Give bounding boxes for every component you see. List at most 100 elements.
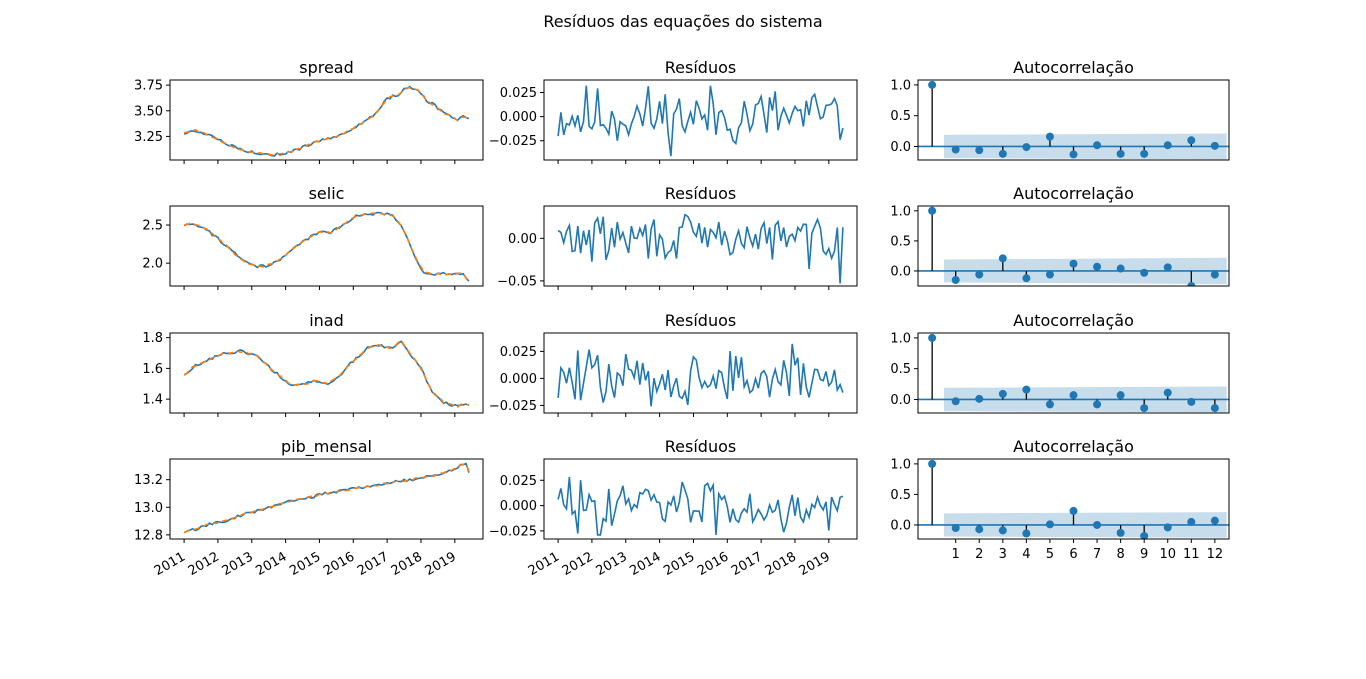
acf-marker-5 [1045, 400, 1054, 409]
plot-area [183, 462, 470, 534]
x-tick-label: 2 [975, 547, 983, 562]
axes-frame [543, 205, 858, 287]
fitted-line [183, 86, 470, 156]
panel-title: Autocorrelação [1013, 311, 1134, 330]
x-tick-label: 2017 [355, 549, 391, 579]
x-tick-label: 3 [999, 547, 1007, 562]
acf-marker-9 [1140, 404, 1149, 413]
y-tick-label: 1.0 [890, 204, 911, 219]
axes-frame [169, 79, 484, 161]
acf-marker-11 [1187, 136, 1196, 145]
y-tick-label: 3.25 [134, 130, 163, 145]
y-tick-label: 1.4 [142, 393, 163, 408]
acf-marker-10 [1163, 523, 1172, 532]
axes-frame [917, 332, 1230, 414]
acf-marker-3 [998, 389, 1007, 398]
acf-marker-8 [1116, 391, 1125, 400]
plot-area [557, 476, 844, 536]
axes-frame [543, 79, 858, 161]
acf-marker-5 [1045, 132, 1054, 141]
panel-1-3: Autocorrelação 0.0 0.5 1.0 [890, 58, 1230, 161]
acf-marker-4 [1022, 143, 1031, 152]
y-tick-label: 13.0 [134, 501, 163, 516]
acf-marker-1 [951, 397, 960, 406]
x-tick-label: 5 [1046, 547, 1054, 562]
acf-marker-1 [951, 524, 960, 533]
x-tick-label: 2018 [763, 549, 799, 579]
acf-marker-11 [1187, 282, 1196, 286]
acf-marker-8 [1116, 528, 1125, 537]
acf-marker-5 [1045, 520, 1054, 529]
y-tick-label: 0.0 [890, 264, 911, 279]
y-tick-label: 13.2 [134, 473, 163, 488]
x-tick-label: 2019 [797, 549, 833, 579]
acf-marker-0 [928, 80, 937, 89]
x-tick-label: 2015 [287, 549, 323, 579]
panel-3-3: Autocorrelação 0.0 0.5 1.0 [890, 311, 1230, 414]
acf-marker-5 [1045, 270, 1054, 279]
x-tick-label: 10 [1159, 547, 1176, 562]
acf-marker-9 [1140, 531, 1149, 539]
acf-marker-1 [951, 275, 960, 284]
x-tick-label: 2014 [627, 549, 663, 579]
y-tick-label: 2.0 [142, 257, 163, 272]
acf-marker-7 [1093, 262, 1102, 271]
acf-marker-6 [1069, 391, 1078, 400]
y-tick-label: −0.05 [497, 274, 537, 289]
acf-marker-2 [975, 525, 984, 534]
x-tick-label: 7 [1093, 547, 1101, 562]
x-tick-label: 2011 [152, 549, 188, 579]
fitted-line [183, 463, 470, 534]
acf-marker-9 [1140, 268, 1149, 277]
panel-title: pib_mensal [281, 437, 372, 457]
panel-title: Resíduos [665, 311, 736, 330]
x-tick-label: 2019 [423, 549, 459, 579]
fitted-line [183, 212, 470, 284]
axes-frame [917, 205, 1230, 287]
acf-marker-4 [1022, 529, 1031, 538]
acf-marker-11 [1187, 517, 1196, 526]
y-tick-label: 0.025 [500, 474, 537, 489]
y-tick-label: 0.025 [500, 345, 537, 360]
acf-marker-6 [1069, 150, 1078, 159]
y-tick-label: 0.000 [500, 499, 537, 514]
y-tick-label: 0.5 [890, 234, 911, 249]
residual-line [557, 85, 844, 157]
acf-marker-6 [1069, 259, 1078, 268]
panel-title: inad [309, 311, 344, 330]
acf-marker-9 [1140, 149, 1149, 158]
y-tick-label: 1.0 [890, 457, 911, 472]
axes-frame [169, 332, 484, 414]
residual-line [557, 343, 844, 407]
x-tick-label: 2013 [594, 549, 630, 579]
acf-marker-0 [928, 206, 937, 215]
axes-frame [543, 458, 858, 540]
plot-area [918, 459, 1229, 539]
x-tick-label: 2014 [253, 549, 289, 579]
panel-title: Autocorrelação [1013, 437, 1134, 456]
panel-4-1: pib_mensal12.813.013.2201120122013201420… [134, 437, 484, 579]
acf-marker-11 [1187, 397, 1196, 406]
panel-3-2: Resíduos −0.025 0.000 0.025 [489, 311, 858, 417]
y-tick-label: 0.000 [500, 372, 537, 387]
plot-area [557, 343, 844, 407]
y-tick-label: 1.0 [890, 78, 911, 93]
panel-2-3: Autocorrelação 0.0 0.5 1.0 [890, 184, 1230, 287]
acf-marker-0 [928, 333, 937, 342]
observed-line [183, 211, 470, 282]
panel-title: Resíduos [665, 184, 736, 203]
panel-2-1: selic 2.0 2.5 [142, 184, 484, 290]
panel-title: Resíduos [665, 437, 736, 456]
x-tick-label: 11 [1183, 547, 1200, 562]
acf-marker-3 [998, 254, 1007, 263]
acf-marker-6 [1069, 506, 1078, 515]
axes-frame [169, 458, 484, 540]
axes-frame [543, 332, 858, 414]
figure-title: Resíduos das equações do sistema [543, 12, 822, 31]
x-tick-label: 2015 [661, 549, 697, 579]
acf-marker-3 [998, 526, 1007, 535]
panel-1-2: Resíduos −0.025 0.000 0.025 [489, 58, 858, 164]
acf-marker-10 [1163, 263, 1172, 272]
acf-marker-1 [951, 145, 960, 154]
